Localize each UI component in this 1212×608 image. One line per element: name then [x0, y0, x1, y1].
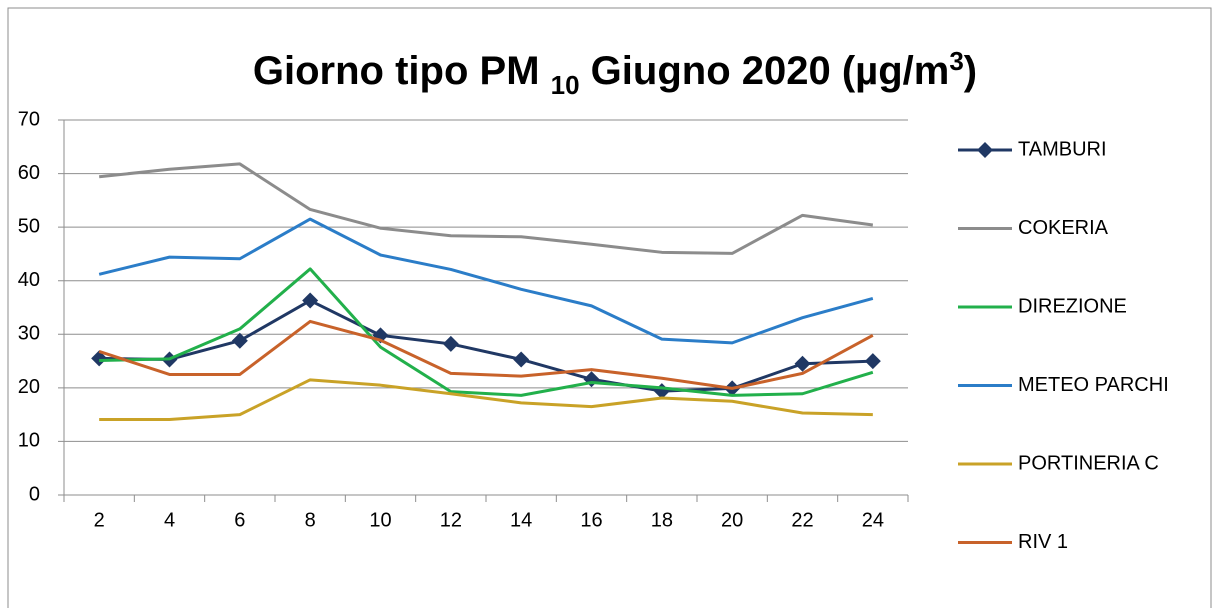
- series-line: [99, 267, 874, 397]
- y-tick-label: 30: [18, 323, 40, 345]
- x-tick-label: 18: [651, 509, 673, 531]
- title-superscript: 3: [949, 46, 963, 76]
- legend-label: TAMBURI: [1018, 138, 1107, 160]
- legend-label: COKERIA: [1018, 217, 1109, 239]
- x-tick-label: 2: [94, 509, 105, 531]
- data-marker: [442, 335, 459, 352]
- title-part: Giugno 2020 (µg/m: [580, 49, 950, 93]
- data-marker: [513, 351, 530, 368]
- data-marker: [794, 355, 811, 372]
- series-line: [98, 319, 874, 390]
- series-line: [98, 217, 874, 345]
- data-marker: [864, 353, 881, 370]
- series-line: [99, 299, 873, 393]
- title-part: ): [964, 49, 977, 93]
- legend-label: RIV 1: [1018, 531, 1068, 553]
- legend-marker: [977, 142, 993, 158]
- x-tick-label: 16: [580, 509, 602, 531]
- x-tick-label: 12: [440, 509, 462, 531]
- y-tick-label: 20: [18, 376, 40, 398]
- data-marker: [302, 292, 319, 309]
- series-line: [99, 162, 874, 255]
- data-marker: [231, 332, 248, 349]
- x-tick-label: 6: [234, 509, 245, 531]
- x-tick-label: 24: [862, 509, 884, 531]
- legend-label: PORTINERIA C: [1018, 452, 1159, 474]
- y-tick-label: 0: [29, 483, 40, 505]
- y-tick-label: 10: [18, 430, 40, 452]
- title-part: Giorno tipo PM: [253, 49, 551, 93]
- x-tick-label: 10: [369, 509, 391, 531]
- legend-label: DIREZIONE: [1018, 295, 1127, 317]
- y-tick-label: 50: [18, 215, 40, 237]
- y-tick-label: 60: [18, 162, 40, 184]
- data-marker: [91, 350, 108, 367]
- title-subscript: 10: [551, 70, 580, 100]
- y-tick-label: 70: [18, 108, 40, 130]
- x-tick-label: 8: [305, 509, 316, 531]
- x-tick-label: 4: [164, 509, 175, 531]
- x-tick-label: 14: [510, 509, 532, 531]
- legend-label: METEO PARCHI: [1018, 374, 1169, 396]
- x-tick-label: 20: [721, 509, 743, 531]
- series-line: [99, 378, 873, 421]
- y-tick-label: 40: [18, 269, 40, 291]
- chart-title: Giorno tipo PM 10 Giugno 2020 (µg/m3): [253, 46, 977, 100]
- x-tick-label: 22: [791, 509, 813, 531]
